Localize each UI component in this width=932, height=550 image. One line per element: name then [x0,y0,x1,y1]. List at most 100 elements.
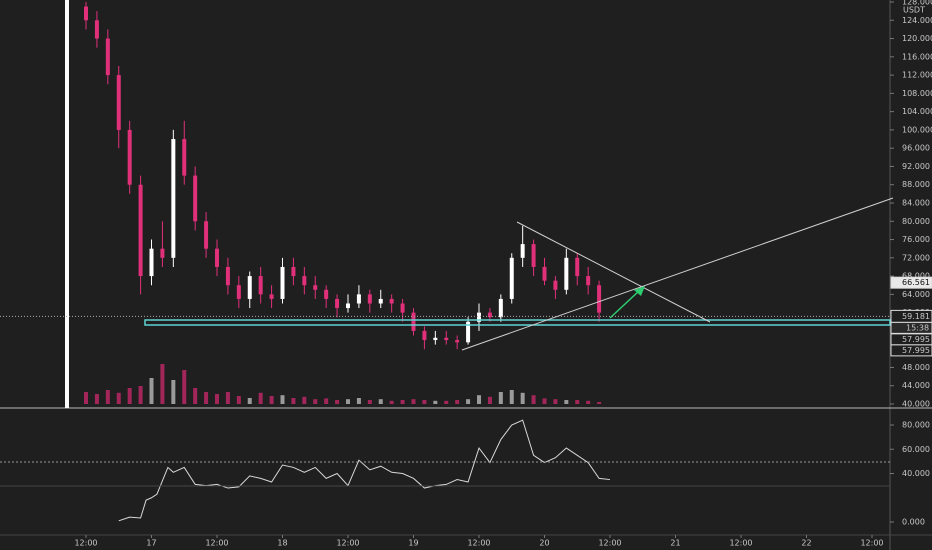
candle-body [105,38,110,76]
x-tick-label: 12:00 [729,539,752,548]
volume-bar [477,395,481,404]
volume-bar [182,370,187,404]
y-tick-label: 112.000 [902,71,932,80]
candle-body [346,303,350,309]
volume-bar [389,400,394,404]
volume-bar [367,400,372,404]
volume-bar [84,392,88,404]
y-tick-label: 48.000 [902,363,930,372]
candle-body [182,139,187,176]
volume-bar [346,399,350,404]
y-tick-label: 124.000 [902,16,932,25]
candle-body [586,276,591,286]
volume-bar [509,390,514,404]
volume-bar [291,398,296,404]
candle-body [411,312,416,331]
volume-bar [236,396,241,404]
volume-bar [204,392,209,404]
y-tick-label: 88.000 [902,180,930,189]
y-tick-label: 40.000 [902,400,930,409]
y-tick-label: 68.000 [902,272,930,281]
volume-bar [324,398,329,404]
volume-bar [487,396,492,404]
candle-body [84,6,88,21]
volume-bar [160,364,165,404]
volume-bar [520,392,525,404]
y-tick-label: 116.000 [902,52,932,61]
volume-bar [94,394,99,404]
price-tag [890,344,932,357]
x-tick-label: 19 [408,539,418,548]
volume-bar [498,392,503,404]
volume-bar [575,400,580,404]
candle-body [94,20,99,39]
candle-body [324,289,329,299]
y-tick-label: 84.000 [902,199,930,208]
x-tick-label: 12:00 [74,539,97,548]
volume-bar [105,390,110,404]
volume-bar [542,398,547,404]
candle-body [116,75,121,130]
session-bar [65,0,69,408]
rsi-line [118,419,611,522]
candle-body [160,248,165,258]
x-tick-label: 12:00 [336,539,359,548]
candle-body [433,337,438,341]
volume-bar [127,388,132,404]
candle-body [193,175,198,222]
candle-body [138,184,143,277]
candle-body [313,285,318,290]
arrow-head [634,286,645,296]
marks [84,2,611,522]
volume-bar [335,400,340,404]
candle-body [564,257,569,290]
volume-bar [531,395,536,404]
candle-body [509,257,514,299]
candle-body [553,280,558,290]
candle-body [487,312,492,318]
candle-body [171,139,176,258]
candle-body [498,298,503,318]
rsi-tick-label: 80.000 [902,421,930,430]
volume-bar [225,392,230,404]
volume-bar [422,400,427,404]
last-price-label: 59.181 [902,312,930,321]
volume-bar [356,398,361,404]
candle-body [531,244,536,267]
candle-body [149,248,154,277]
y-tick-label: 80.000 [902,217,930,226]
volume-bar [193,388,198,404]
volume-bar [215,394,219,404]
currency-label: USDT [903,6,925,15]
candle-body [225,266,230,286]
x-tick-label: 22 [801,539,811,548]
countdown-label: 15:38 [906,323,929,332]
volume-bar [116,392,121,404]
x-tick-label: 12:00 [598,539,621,548]
candle-body [444,337,449,341]
y-tick-label: 128.000 [902,0,932,7]
candle-body [127,129,132,185]
price-tag-label: 66.561 [902,278,930,287]
volume-bar [597,402,602,404]
y-tick-label: 120.000 [902,34,932,43]
volume-bar [586,400,591,404]
volume-bar [138,386,143,404]
x-tick-label: 12:00 [860,539,883,548]
trend-line [461,197,894,351]
x-tick-label: 21 [670,539,680,548]
volume-bar [171,380,176,404]
volume-bar [400,400,405,404]
candle-body [236,285,241,299]
y-tick-label: 44.000 [902,381,930,390]
y-tick-label: 104.000 [902,107,932,116]
candle-body [422,330,427,341]
price-tag-label: 57.995 [902,346,930,355]
candle-body [466,321,471,343]
y-tick-label: 108.000 [902,89,932,98]
candle-body [204,221,209,249]
candle-body [389,298,394,304]
candle-body [378,298,383,304]
